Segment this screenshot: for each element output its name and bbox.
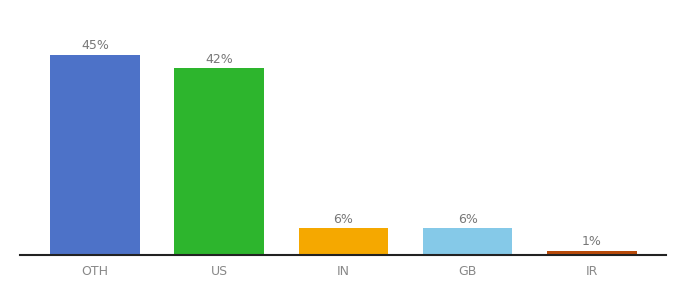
Bar bbox=[175, 68, 264, 255]
Text: 6%: 6% bbox=[333, 213, 354, 226]
Bar bbox=[50, 55, 139, 255]
Text: 1%: 1% bbox=[582, 235, 602, 248]
Bar bbox=[423, 228, 512, 255]
Text: 45%: 45% bbox=[81, 39, 109, 52]
Bar bbox=[299, 228, 388, 255]
Text: 6%: 6% bbox=[458, 213, 477, 226]
Bar bbox=[547, 250, 636, 255]
Text: 42%: 42% bbox=[205, 53, 233, 66]
